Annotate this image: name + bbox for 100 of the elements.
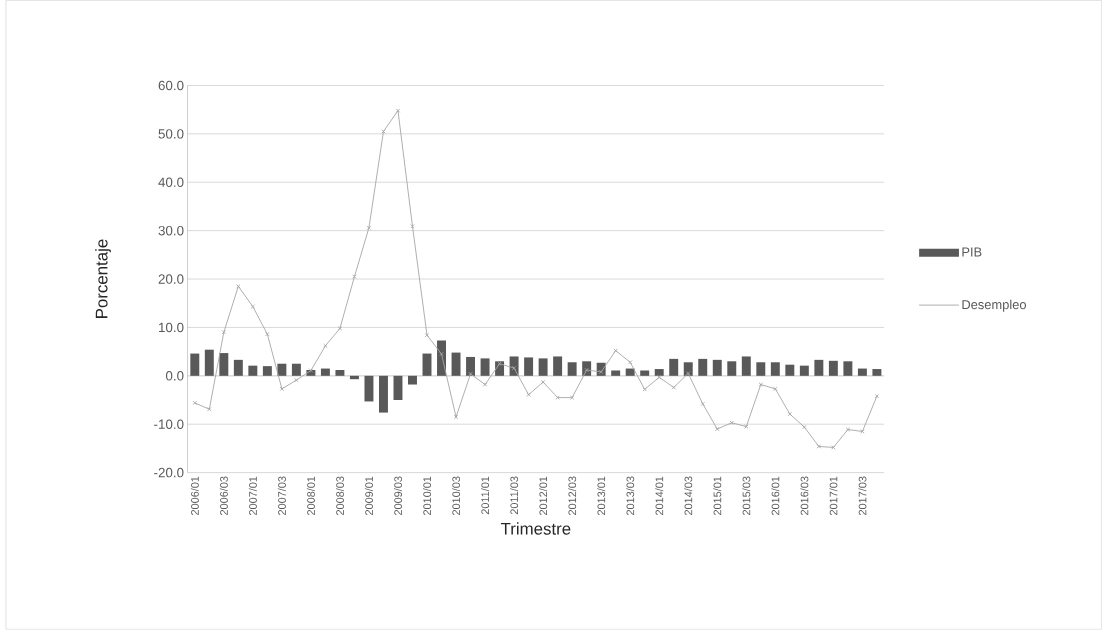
bar <box>408 375 417 385</box>
bar <box>233 359 243 376</box>
point <box>657 375 662 380</box>
x-tick-label: 2015/01 <box>713 476 722 516</box>
legend-label: Desempleo <box>962 299 1027 312</box>
point <box>686 371 691 376</box>
point <box>555 395 560 400</box>
bar <box>248 365 258 376</box>
x-tick-label: 2010/03 <box>452 476 461 516</box>
bar <box>190 353 200 376</box>
x-tick-label: 2009/03 <box>393 476 402 516</box>
x-tick-label: 2007/01 <box>248 476 257 516</box>
x-tick-label: 2016/01 <box>771 476 780 516</box>
bar <box>828 360 838 376</box>
point <box>700 401 705 407</box>
bar <box>843 361 853 376</box>
point <box>642 387 647 392</box>
bar <box>378 375 388 413</box>
y-tick-label: 10.0 <box>159 322 184 333</box>
point <box>265 332 270 337</box>
bar <box>785 364 795 376</box>
bar <box>262 366 272 376</box>
y-tick-label: 60.0 <box>158 80 184 91</box>
bar <box>741 356 751 376</box>
x-tick-label: 2006/01 <box>190 476 199 516</box>
bar <box>640 370 650 376</box>
bar <box>756 362 766 376</box>
bar <box>770 362 780 376</box>
point <box>221 330 227 335</box>
x-tick-label: 2009/01 <box>364 476 373 516</box>
point <box>207 407 212 412</box>
x-tick-label: 2006/03 <box>219 476 228 516</box>
point <box>366 225 372 231</box>
x-tick-label: 2011/01 <box>481 476 490 515</box>
point <box>816 444 822 449</box>
y-tick-label: 0.0 <box>165 371 184 381</box>
point <box>468 371 473 377</box>
x-tick-label: 2012/01 <box>539 476 548 516</box>
x-tick-label: 2014/01 <box>655 476 664 516</box>
bar <box>277 363 287 376</box>
point <box>294 378 299 383</box>
point <box>410 224 415 229</box>
x-tick-label: 2010/01 <box>423 476 432 516</box>
bar <box>799 365 809 376</box>
bar <box>219 353 229 376</box>
point <box>381 129 386 134</box>
x-tick-label: 2011/03 <box>510 476 519 515</box>
bar <box>349 375 359 380</box>
bar <box>654 369 664 376</box>
y-tick-label: 40.0 <box>158 177 184 188</box>
bar <box>291 363 301 376</box>
bar <box>611 370 621 376</box>
y-tick-label: 20.0 <box>158 274 184 284</box>
bar <box>451 352 461 376</box>
point <box>424 333 430 338</box>
y-tick-label: 50.0 <box>158 129 184 139</box>
bar <box>669 359 679 376</box>
bar <box>524 357 534 376</box>
x-tick-label: 2008/01 <box>306 476 315 516</box>
bar <box>538 358 548 376</box>
y-tick-label: -20.0 <box>154 467 184 478</box>
point <box>671 385 676 390</box>
bar <box>480 358 490 376</box>
bar <box>335 370 345 376</box>
point <box>497 361 502 367</box>
point <box>729 420 734 426</box>
point <box>526 392 531 398</box>
point <box>337 326 343 331</box>
point <box>627 360 633 365</box>
point <box>860 429 865 434</box>
point <box>279 386 285 392</box>
point <box>540 380 546 385</box>
bar <box>625 368 635 376</box>
y-axis-title: Porcentaje <box>95 239 111 319</box>
point <box>715 426 720 432</box>
x-tick-label: 2017/03 <box>858 476 867 516</box>
x-tick-label: 2016/03 <box>800 476 809 516</box>
y-tick-label: -10.0 <box>154 419 184 430</box>
point <box>831 445 836 450</box>
x-tick-label: 2013/03 <box>626 476 635 516</box>
bar <box>204 349 214 376</box>
bar <box>320 368 330 376</box>
bar <box>872 369 882 376</box>
bar <box>814 359 824 376</box>
x-tick-label: 2017/01 <box>829 476 838 516</box>
point <box>352 274 357 279</box>
point <box>569 395 575 400</box>
y-tick-label: 30.0 <box>158 226 184 236</box>
point <box>236 284 241 289</box>
point <box>787 411 793 417</box>
bar <box>466 357 476 376</box>
bar <box>553 356 563 376</box>
point <box>323 343 328 349</box>
point <box>845 427 851 432</box>
bar <box>698 359 708 376</box>
legend-label: PIB <box>962 247 982 257</box>
point <box>758 382 764 387</box>
bar <box>857 368 867 376</box>
x-tick-label: 2014/03 <box>684 476 693 516</box>
x-tick-label: 2012/03 <box>568 476 577 516</box>
